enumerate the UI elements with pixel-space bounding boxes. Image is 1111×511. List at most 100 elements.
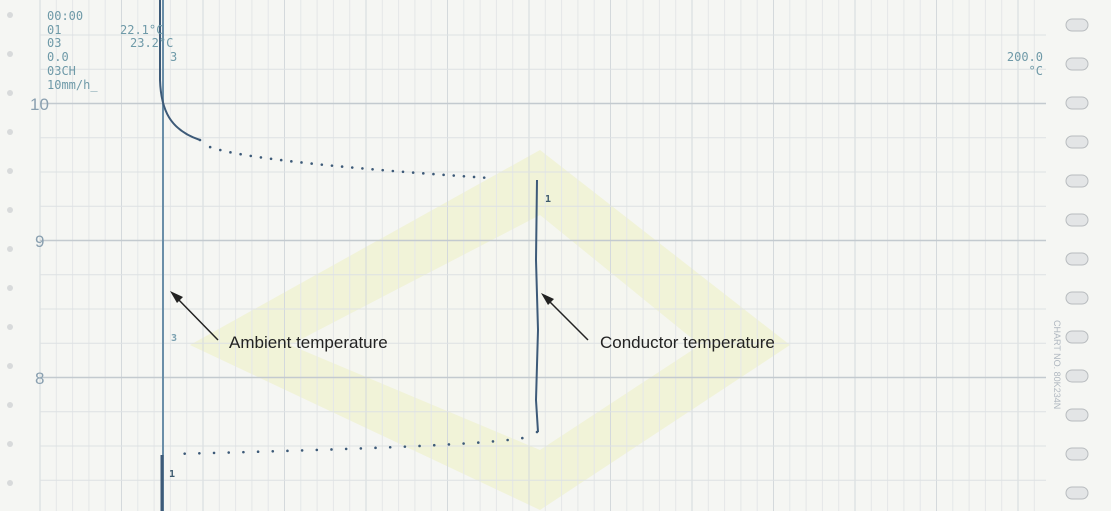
hour-label: 9 (35, 232, 44, 251)
dot (492, 440, 495, 443)
dot (300, 161, 303, 164)
scale-unit: °C (1029, 64, 1043, 78)
left-hole (7, 90, 13, 96)
dot (442, 174, 445, 177)
readout-value: 3 (170, 50, 177, 64)
annotation: Ambient temperature (229, 333, 388, 352)
readout: 03CH (47, 64, 76, 78)
scale-value: 200.0 (1007, 50, 1043, 64)
dot (418, 445, 421, 448)
right-hole (1066, 487, 1088, 499)
dot (270, 158, 273, 161)
dot (392, 170, 395, 173)
right-hole (1066, 409, 1088, 421)
left-hole (7, 246, 13, 252)
dot (404, 445, 407, 448)
dot (361, 167, 364, 170)
right-hole (1066, 253, 1088, 265)
dot (242, 451, 245, 454)
dot (199, 139, 202, 142)
dot (402, 170, 405, 173)
left-hole (7, 129, 13, 135)
right-hole (1066, 370, 1088, 382)
dot (506, 439, 509, 442)
dot (209, 146, 212, 149)
dot (351, 166, 354, 169)
left-hole (7, 12, 13, 18)
dot (290, 160, 293, 163)
right-hole (1066, 448, 1088, 460)
hour-label: 8 (35, 369, 44, 388)
dot (183, 452, 186, 455)
dot (432, 173, 435, 176)
readout-value: 22.1°C (120, 23, 163, 37)
left-hole (7, 441, 13, 447)
annotation: Conductor temperature (600, 333, 775, 352)
left-hole (7, 51, 13, 57)
dot (249, 155, 252, 158)
right-hole (1066, 292, 1088, 304)
dot (257, 450, 260, 453)
left-hole (7, 285, 13, 291)
dot (286, 450, 289, 453)
left-hole (7, 363, 13, 369)
dot (260, 156, 263, 159)
dot (422, 172, 425, 175)
dot (462, 442, 465, 445)
dot (374, 447, 377, 450)
dot (536, 431, 539, 434)
left-hole (7, 207, 13, 213)
dot (227, 451, 230, 454)
dot (341, 165, 344, 168)
dot (371, 168, 374, 171)
dot (219, 149, 222, 152)
right-hole (1066, 175, 1088, 187)
dot (389, 446, 392, 449)
dot (483, 176, 486, 179)
readout-value: 23.2°C (130, 36, 173, 50)
dot (213, 452, 216, 455)
right-hole (1066, 136, 1088, 148)
right-hole (1066, 58, 1088, 70)
dot (239, 153, 242, 156)
trace-label: 1 (545, 194, 551, 205)
dot (452, 174, 455, 177)
trace-label: 3 (171, 333, 177, 344)
dot (477, 441, 480, 444)
dot (473, 176, 476, 179)
left-hole (7, 324, 13, 330)
left-hole (7, 480, 13, 486)
dot (448, 443, 451, 446)
dot (330, 448, 333, 451)
dot (310, 162, 313, 165)
dot (521, 437, 524, 440)
dot (331, 164, 334, 167)
right-hole (1066, 214, 1088, 226)
dot (280, 159, 283, 162)
readout: 10mm/h_ (47, 78, 98, 92)
dot (316, 449, 319, 452)
dot (345, 448, 348, 451)
dot (433, 444, 436, 447)
dot (198, 452, 201, 455)
dot (301, 449, 304, 452)
dot (412, 171, 415, 174)
left-hole (7, 168, 13, 174)
readout: 00:00 (47, 9, 83, 23)
dot (381, 169, 384, 172)
hour-label: 10 (30, 95, 49, 114)
dot (321, 163, 324, 166)
left-hole (7, 402, 13, 408)
right-hole (1066, 331, 1088, 343)
dot (463, 175, 466, 178)
right-hole (1066, 19, 1088, 31)
trace-label: 1 (169, 469, 175, 480)
readout: 01 (47, 23, 61, 37)
readout: 0.0 (47, 50, 69, 64)
readout: 03 (47, 36, 61, 50)
chart-paper: 00:00 01 03 0.0 03CH 10mm/h_ 22.1°C 23.2… (0, 0, 1111, 511)
dot (229, 151, 232, 154)
dot (271, 450, 274, 453)
dot (360, 447, 363, 450)
right-hole (1066, 97, 1088, 109)
